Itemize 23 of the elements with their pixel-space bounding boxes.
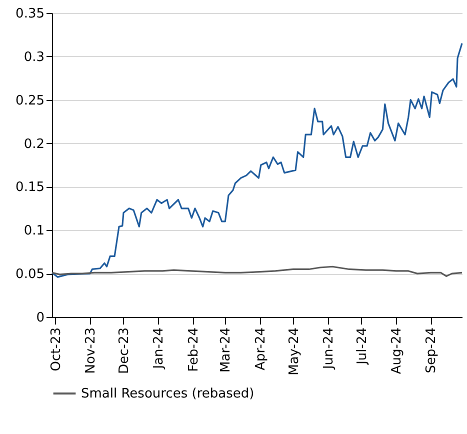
x-tick-label: Mar-24: [218, 328, 234, 372]
x-tick-label: Feb-24: [186, 328, 202, 372]
x-tick-label: Sep-24: [424, 328, 440, 374]
y-tick-label: 0.25: [16, 93, 44, 108]
x-tick-label: Nov-23: [83, 328, 98, 374]
y-tick-label: 0.2: [24, 136, 44, 152]
y-tick-label: 0.35: [16, 6, 44, 22]
line-series: [51, 42, 463, 278]
x-tick-label: Jan-24: [152, 328, 167, 370]
x-tick-label: Oct-23: [48, 328, 64, 372]
y-tick-label: 0.3: [24, 50, 44, 65]
y-tick-label: 0: [36, 310, 44, 326]
x-tick-label: May-24: [286, 328, 302, 376]
x-tick-label: Dec-23: [117, 328, 132, 374]
x-tick-label: Apr-24: [253, 328, 268, 370]
line-series: [51, 266, 463, 277]
y-tick-label: 0.15: [16, 180, 44, 196]
y-tick-label: 0.05: [16, 267, 44, 282]
y-tick-label: 0.1: [24, 224, 44, 239]
x-tick-label: Jun-24: [321, 328, 336, 370]
x-tick-label: Aug-24: [390, 328, 405, 374]
x-tick-label: Jul-24: [354, 328, 370, 366]
legend-label: Small Resources (rebased): [81, 386, 254, 402]
